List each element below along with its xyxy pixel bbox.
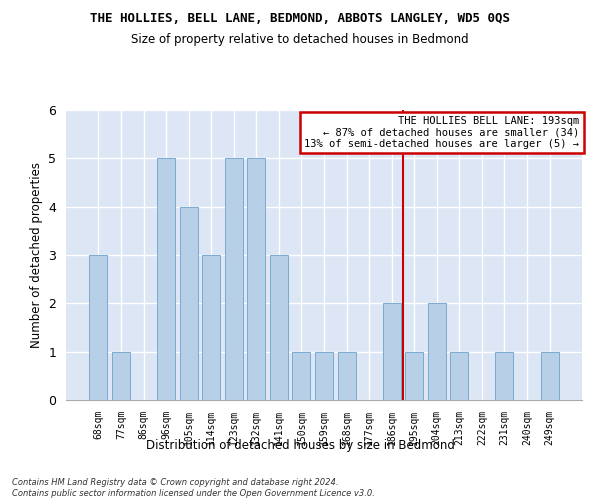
- Text: THE HOLLIES BELL LANE: 193sqm
← 87% of detached houses are smaller (34)
13% of s: THE HOLLIES BELL LANE: 193sqm ← 87% of d…: [304, 116, 580, 149]
- Bar: [157, 158, 175, 400]
- Bar: [315, 352, 333, 400]
- Bar: [202, 255, 220, 400]
- Bar: [292, 352, 310, 400]
- Bar: [270, 255, 288, 400]
- Text: Size of property relative to detached houses in Bedmond: Size of property relative to detached ho…: [131, 32, 469, 46]
- Text: Distribution of detached houses by size in Bedmond: Distribution of detached houses by size …: [146, 440, 454, 452]
- Y-axis label: Number of detached properties: Number of detached properties: [30, 162, 43, 348]
- Bar: [383, 304, 401, 400]
- Bar: [496, 352, 514, 400]
- Bar: [247, 158, 265, 400]
- Bar: [338, 352, 356, 400]
- Bar: [541, 352, 559, 400]
- Text: THE HOLLIES, BELL LANE, BEDMOND, ABBOTS LANGLEY, WD5 0QS: THE HOLLIES, BELL LANE, BEDMOND, ABBOTS …: [90, 12, 510, 26]
- Bar: [225, 158, 243, 400]
- Bar: [450, 352, 469, 400]
- Bar: [405, 352, 423, 400]
- Bar: [112, 352, 130, 400]
- Bar: [89, 255, 107, 400]
- Text: Contains HM Land Registry data © Crown copyright and database right 2024.
Contai: Contains HM Land Registry data © Crown c…: [12, 478, 375, 498]
- Bar: [428, 304, 446, 400]
- Bar: [179, 206, 198, 400]
